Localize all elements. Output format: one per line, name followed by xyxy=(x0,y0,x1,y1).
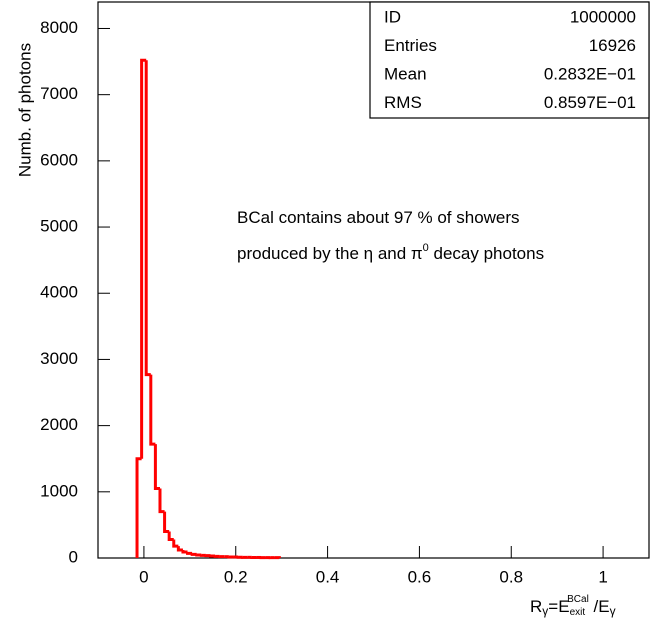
x-axis-label: Rγ=EexitBCal /Eγ xyxy=(530,594,616,619)
histogram-bin xyxy=(140,58,147,459)
x-tick-label: 0.4 xyxy=(316,567,340,586)
stats-value: 0.2832E−01 xyxy=(544,64,636,83)
histogram-bin xyxy=(163,511,170,534)
stats-label: RMS xyxy=(384,93,422,112)
annotation: produced by the η and π0 decay photons xyxy=(237,242,544,264)
annotation-part: BCal contains about 97 % of showers xyxy=(237,208,520,227)
histogram-bin xyxy=(176,546,183,552)
x-label-part: R xyxy=(530,597,542,616)
y-tick-label: 6000 xyxy=(40,150,78,169)
x-label-part: exit xyxy=(570,607,586,618)
stats-label: Entries xyxy=(384,36,437,55)
y-tick-label: 8000 xyxy=(40,18,78,37)
histogram-bin xyxy=(181,550,188,554)
histogram-bin xyxy=(195,553,202,557)
histogram-bin xyxy=(172,539,179,548)
annotation: BCal contains about 97 % of showers xyxy=(237,208,520,227)
stats-box xyxy=(369,1,650,119)
y-axis-label: Numb. of photons xyxy=(15,43,34,177)
y-tick-label: 3000 xyxy=(40,349,78,368)
stats-value: 0.8597E−01 xyxy=(544,93,636,112)
annotation-part: decay photons xyxy=(429,244,544,263)
histogram-bin xyxy=(158,488,165,514)
histogram-bin xyxy=(135,457,142,558)
x-tick-label: 0.2 xyxy=(224,567,248,586)
y-tick-label: 2000 xyxy=(40,415,78,434)
x-tick-label: 1 xyxy=(598,567,607,586)
x-label-part: =E xyxy=(548,597,569,616)
histogram-bin xyxy=(190,552,197,556)
y-tick-label: 0 xyxy=(69,547,78,566)
stats-value: 16926 xyxy=(589,36,636,55)
y-tick-label: 1000 xyxy=(40,481,78,500)
annotation-part: 0 xyxy=(423,242,429,254)
histogram-bin xyxy=(186,551,193,555)
histogram-bin xyxy=(149,374,156,446)
stats-label: Mean xyxy=(384,64,427,83)
x-tick-label: 0.6 xyxy=(408,567,432,586)
histogram-bin xyxy=(167,531,174,541)
y-tick-label: 5000 xyxy=(40,217,78,236)
x-tick-label: 0 xyxy=(139,567,148,586)
x-label-part: /E xyxy=(589,597,610,616)
x-label-part: γ xyxy=(610,604,616,618)
stats-value: 1000000 xyxy=(570,7,636,26)
stats-label: ID xyxy=(384,7,401,26)
histogram-bin xyxy=(144,60,151,377)
x-label-part: BCal xyxy=(567,594,589,605)
x-tick-label: 0.8 xyxy=(499,567,523,586)
y-tick-label: 7000 xyxy=(40,84,78,103)
histogram-bin xyxy=(153,444,160,490)
annotation-part: produced by the η and π xyxy=(237,244,423,263)
y-tick-label: 4000 xyxy=(40,283,78,302)
x-label-part: γ xyxy=(542,604,548,618)
